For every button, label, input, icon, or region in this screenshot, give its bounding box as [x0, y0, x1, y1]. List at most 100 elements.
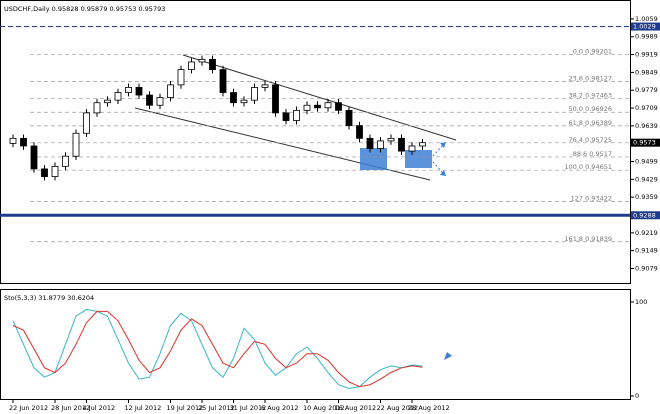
candle-body — [156, 97, 164, 106]
candle-body — [198, 59, 206, 63]
candle-body — [356, 125, 363, 139]
x-tick-label: 31 Jul 2012 — [230, 404, 267, 412]
x-tick-label: 28 Aug 2012 — [408, 404, 450, 412]
candle-body — [167, 84, 174, 99]
y-tick-label: 0.9989 — [635, 33, 658, 41]
x-tick-label: 6 Aug 2012 — [261, 404, 299, 412]
fib-price: 0.94651 — [585, 163, 612, 171]
y-tick-label: 0.9219 — [635, 229, 658, 237]
candle-body — [83, 112, 90, 134]
y-tick-label: 0.9849 — [635, 68, 658, 76]
candle-body — [240, 99, 248, 104]
y-tick-label: 0.9079 — [635, 265, 658, 273]
fib-ratio: 127 — [571, 194, 583, 202]
fib-label: 76.4 0.95725 — [569, 136, 612, 144]
fib-ratio: 23.6 — [569, 75, 583, 83]
price-marker-box — [631, 138, 660, 147]
candle-body — [335, 102, 342, 111]
fib-ratio: 88.6 — [573, 150, 587, 158]
fib-ratio: 100.0 — [564, 163, 583, 171]
fib-ratio: 76.4 — [569, 136, 583, 144]
x-tick-label: 19 Jul 2012 — [167, 404, 204, 412]
candle-body — [219, 69, 227, 93]
x-tick-label: 28 Jun 2012 — [51, 404, 90, 412]
candle-body — [177, 69, 185, 86]
fib-label: 127 0.93422 — [571, 194, 612, 202]
candle-body — [125, 87, 132, 93]
fib-price: 0.91839 — [585, 235, 612, 243]
fib-price: 0.9517 — [589, 150, 612, 158]
fib-price: 0.93422 — [585, 194, 612, 202]
candle-body — [251, 87, 258, 101]
highlight-box — [405, 150, 432, 168]
fib-label: 50.0 0.96926 — [569, 105, 612, 113]
fib-price: 0.97463 — [585, 92, 612, 100]
x-tick-label: 10 Aug 2012 — [303, 404, 345, 412]
candle-body — [387, 137, 395, 142]
highlight-box — [360, 148, 387, 170]
candle-body — [419, 142, 426, 147]
candle-body — [293, 109, 300, 121]
y-tick-label: 100 — [635, 298, 647, 306]
candle-body — [230, 92, 237, 104]
candle-body — [20, 137, 27, 147]
candle-body — [303, 104, 311, 111]
x-tick-label: 22 Aug 2012 — [377, 404, 419, 412]
oscillator-line — [12, 310, 423, 388]
candle-body — [51, 165, 59, 177]
candle-body — [209, 59, 216, 70]
y-tick-label: 0.9639 — [635, 122, 658, 130]
arrow-head — [440, 170, 446, 176]
fib-ratio: 38.2 — [569, 92, 583, 100]
candle-body — [104, 99, 111, 104]
fib-label: 100.0 0.94651 — [564, 163, 612, 171]
oscillator-title: Sto(5,3,3) 31.8779 30.6204 — [4, 294, 94, 302]
x-tick-label: 16 Aug 2012 — [335, 404, 377, 412]
candle-body — [146, 94, 153, 106]
y-tick-label: 0.9709 — [635, 104, 658, 112]
fib-price: 0.95725 — [585, 136, 612, 144]
y-tick-label: 0.9919 — [635, 51, 658, 59]
fib-price: 0.99201 — [585, 47, 612, 55]
candle-body — [282, 112, 290, 121]
y-tick-label: 0.9499 — [635, 158, 658, 166]
candle-body — [72, 132, 80, 157]
arrow-head — [444, 352, 452, 360]
candle-body — [345, 109, 353, 127]
arrow-head — [440, 142, 446, 148]
y-tick-label: 0.9429 — [635, 175, 658, 183]
candle-body — [93, 102, 101, 114]
price-marker-box — [631, 211, 660, 220]
x-tick-label: 12 Jul 2012 — [125, 404, 162, 412]
fib-ratio: 161.8 — [564, 235, 583, 243]
y-tick-label: 0.9779 — [635, 86, 658, 94]
candle-body — [188, 61, 195, 70]
price-marker-label: 1.0029 — [633, 23, 656, 31]
candle-body — [314, 104, 321, 109]
x-tick-label: 22 Jun 2012 — [9, 404, 48, 412]
candle-body — [377, 140, 384, 149]
x-tick-label: 4 Jul 2012 — [83, 404, 116, 412]
candle-body — [114, 92, 122, 101]
price-marker-box — [631, 22, 660, 31]
fib-ratio: 50.0 — [569, 105, 583, 113]
oscillator-line — [12, 308, 423, 389]
fib-price: 0.96389 — [585, 119, 612, 127]
x-tick-label: 25 Jul 2012 — [198, 404, 235, 412]
candle-body — [324, 102, 332, 109]
candle-body — [261, 84, 269, 88]
candle-body — [272, 84, 279, 114]
arrow-up — [432, 143, 445, 157]
fib-label: 161.8 0.91839 — [564, 235, 612, 243]
fib-price: 0.96926 — [585, 105, 612, 113]
candle-body — [366, 137, 374, 149]
fib-label: 88.6 0.9517 — [573, 150, 612, 158]
candle-body — [9, 137, 17, 144]
y-tick-label: 0 — [635, 392, 639, 400]
price-marker-label: 0.9573 — [633, 139, 656, 147]
candle-body — [398, 137, 405, 152]
fib-label: 23.6 0.98127 — [569, 75, 612, 83]
candle-body — [41, 168, 48, 177]
y-tick-label: 0.9359 — [635, 193, 658, 201]
